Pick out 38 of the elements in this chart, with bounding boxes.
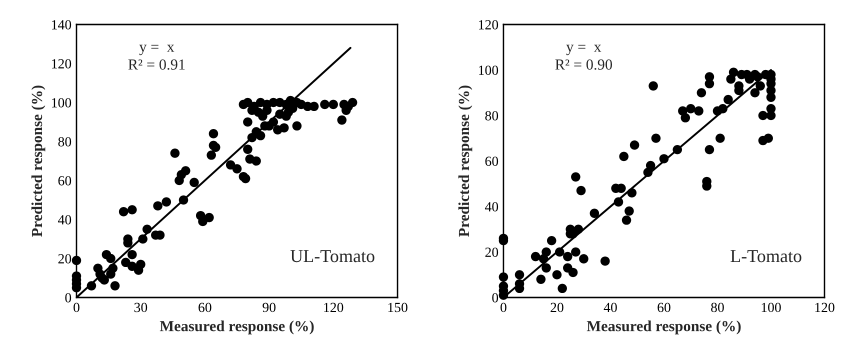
annotation: y = x	[139, 44, 174, 56]
x-tick-label: 40	[604, 302, 617, 312]
x-tick-label: 20	[550, 302, 564, 312]
y-tick-label: 80	[58, 137, 72, 146]
y-tick-label: 60	[58, 176, 72, 186]
x-tick-label: 0	[500, 302, 506, 312]
y-tick-label: 0	[65, 293, 72, 302]
y-tick-label: 40	[58, 215, 72, 224]
y-tick-label: 20	[58, 254, 72, 264]
annotation: R² = 0.90	[555, 59, 612, 70]
annotation: L-Tomato	[730, 250, 802, 262]
y-tick-label: 20	[485, 248, 498, 257]
x-tick-label: 60	[658, 302, 670, 312]
y-tick-label: 140	[52, 20, 72, 30]
annotation: R² = 0.91	[128, 59, 185, 70]
x-tick-label: 120	[815, 302, 834, 312]
y-tick-label: 40	[484, 202, 498, 212]
y-tick-label: 120	[478, 20, 498, 30]
x-tick-label: 150	[388, 302, 408, 312]
x-axis-title: Measured response (%)	[160, 320, 314, 334]
x-tick-label: 100	[762, 302, 781, 312]
y-tick-label: 100	[478, 66, 498, 75]
y-tick-label: 80	[485, 111, 498, 120]
x-axis-title: Measured response (%)	[586, 320, 741, 334]
x-tick-label: 0	[74, 302, 80, 312]
y-tick-label: 0	[492, 293, 498, 302]
x-tick-label: 30	[134, 302, 148, 312]
y-axis-title: Predicted response (%)	[458, 86, 472, 237]
y-tick-label: 100	[52, 98, 72, 108]
x-tick-label: 60	[198, 302, 212, 312]
y-tick-label: 60	[485, 156, 498, 166]
x-tick-label: 80	[711, 302, 724, 312]
annotation: y = x	[566, 44, 602, 56]
y-axis-title: Predicted response (%)	[31, 86, 46, 237]
annotation: UL-Tomato	[290, 250, 374, 262]
x-tick-label: 120	[324, 302, 344, 312]
x-tick-label: 90	[262, 302, 276, 312]
y-tick-label: 120	[52, 59, 72, 68]
